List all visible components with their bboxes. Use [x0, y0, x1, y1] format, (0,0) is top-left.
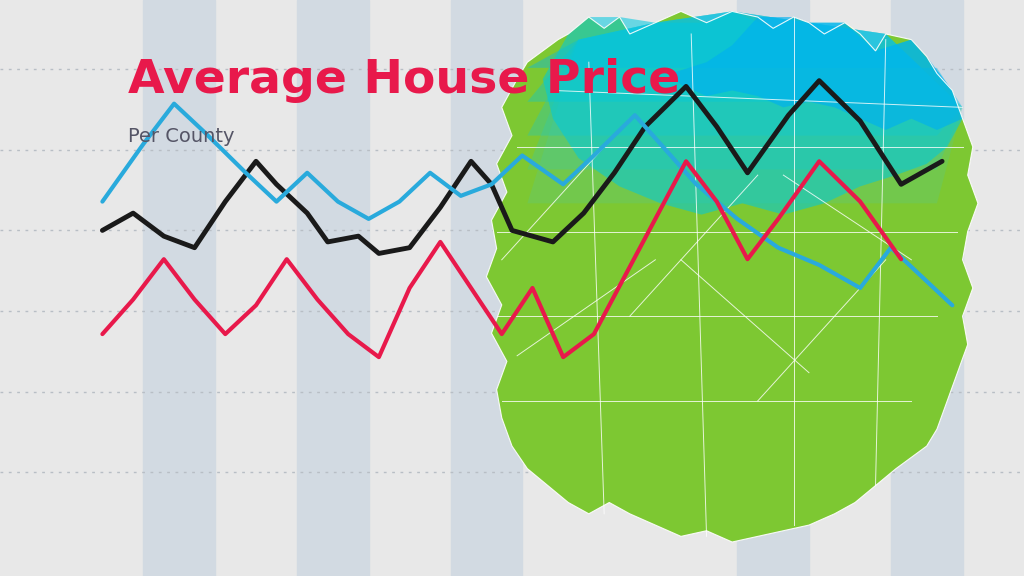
Text: Per County: Per County: [128, 127, 234, 146]
Bar: [737, 0, 809, 576]
Polygon shape: [527, 12, 963, 107]
Bar: [451, 0, 522, 576]
Polygon shape: [543, 12, 963, 215]
Bar: [143, 0, 215, 576]
Polygon shape: [671, 17, 963, 130]
Text: Average House Price: Average House Price: [128, 58, 680, 103]
Polygon shape: [527, 12, 963, 107]
Bar: [891, 0, 963, 576]
Bar: [297, 0, 369, 576]
Polygon shape: [527, 12, 963, 169]
Polygon shape: [527, 12, 963, 203]
Polygon shape: [527, 12, 963, 135]
Polygon shape: [486, 12, 978, 542]
